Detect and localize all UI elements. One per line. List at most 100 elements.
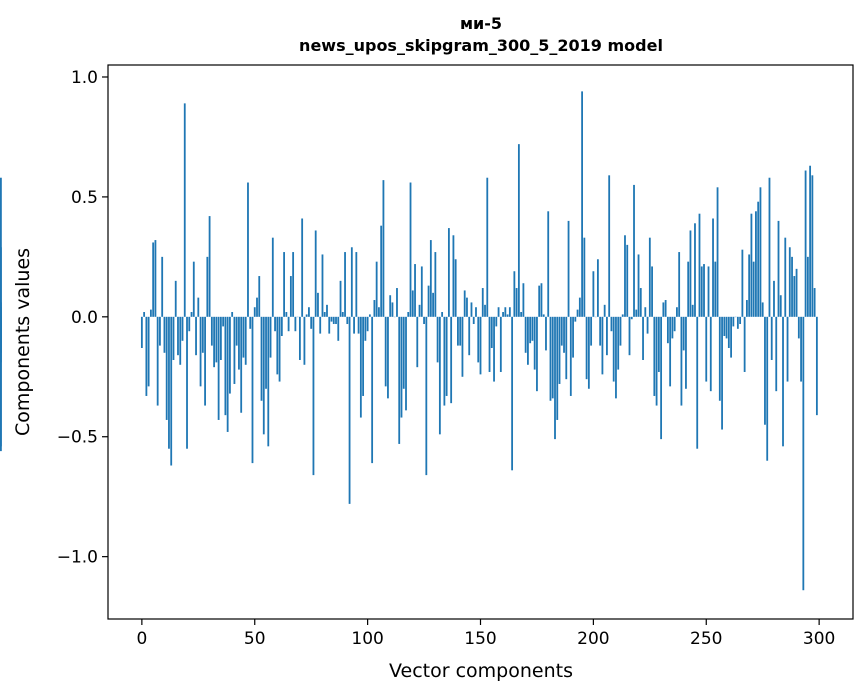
bar-200 bbox=[592, 271, 595, 317]
bar-162 bbox=[506, 314, 509, 317]
bar-272 bbox=[755, 211, 757, 317]
bar-294 bbox=[804, 170, 807, 317]
bar-106 bbox=[380, 225, 383, 317]
bar-271 bbox=[752, 261, 755, 317]
bar-251 bbox=[707, 266, 710, 317]
bar-191 bbox=[572, 316, 574, 358]
bar-88 bbox=[339, 280, 342, 317]
bar-132 bbox=[438, 316, 441, 435]
bar-283 bbox=[779, 295, 782, 317]
bar-278 bbox=[768, 177, 771, 317]
bar-269 bbox=[748, 254, 751, 317]
bar-262 bbox=[732, 316, 735, 327]
bar-241 bbox=[685, 316, 687, 389]
bar-279 bbox=[770, 316, 773, 360]
bar-144 bbox=[466, 297, 468, 317]
chart-title-line-2: news_upos_skipgram_300_5_2019 model bbox=[299, 36, 663, 55]
bar-76 bbox=[312, 316, 315, 476]
bar-196 bbox=[583, 237, 586, 317]
bar-68 bbox=[294, 316, 297, 332]
bar-34 bbox=[217, 316, 220, 420]
bar-74 bbox=[308, 307, 310, 317]
bar-10 bbox=[163, 316, 166, 353]
bar-99 bbox=[364, 316, 367, 341]
bar-243 bbox=[689, 230, 692, 317]
bar-51 bbox=[256, 297, 258, 317]
bar-177 bbox=[540, 283, 543, 317]
x-tick-label: 0 bbox=[136, 629, 147, 649]
bar-284 bbox=[782, 316, 784, 447]
bar-291 bbox=[797, 316, 800, 339]
bar-40 bbox=[231, 312, 234, 317]
bar-261 bbox=[730, 316, 732, 358]
bar-266 bbox=[741, 249, 744, 317]
bar-145 bbox=[468, 316, 471, 356]
bar-223 bbox=[644, 307, 647, 317]
bar-186 bbox=[560, 316, 563, 346]
bar-153 bbox=[486, 177, 489, 317]
bar-171 bbox=[527, 316, 529, 365]
bar-75 bbox=[310, 316, 313, 329]
bar-289 bbox=[793, 276, 796, 317]
bar-209 bbox=[612, 316, 615, 382]
bar-24 bbox=[195, 316, 197, 356]
bar-195 bbox=[581, 91, 583, 317]
bar-86 bbox=[335, 316, 337, 325]
bar-276 bbox=[764, 316, 766, 425]
bar-187 bbox=[563, 316, 565, 353]
bar-48 bbox=[249, 316, 252, 329]
bar-16 bbox=[177, 316, 179, 356]
bar-214 bbox=[624, 235, 626, 317]
bar-172 bbox=[529, 316, 532, 344]
bar-158 bbox=[497, 307, 500, 317]
bar-61 bbox=[278, 316, 281, 382]
bar-50 bbox=[253, 307, 256, 317]
bar-31 bbox=[210, 316, 213, 346]
bar-79 bbox=[319, 316, 322, 334]
bar-21 bbox=[188, 316, 191, 332]
bar-95 bbox=[355, 252, 358, 317]
bar-78 bbox=[317, 292, 319, 317]
bar-166 bbox=[515, 288, 518, 317]
bar-66 bbox=[289, 276, 292, 317]
bar-133 bbox=[441, 312, 444, 317]
bar-67 bbox=[292, 252, 295, 317]
bar-231 bbox=[662, 302, 665, 317]
bar-244 bbox=[691, 304, 694, 317]
bar-100 bbox=[366, 316, 369, 332]
bar-116 bbox=[402, 316, 405, 389]
bar-118 bbox=[407, 312, 410, 317]
bar-96 bbox=[357, 316, 360, 334]
bar-37 bbox=[224, 316, 227, 416]
bar-224 bbox=[646, 316, 649, 334]
bar-103 bbox=[373, 300, 376, 317]
bar-275 bbox=[761, 302, 764, 317]
bar-42 bbox=[235, 316, 238, 346]
bar-297 bbox=[811, 175, 814, 317]
bar-217 bbox=[630, 316, 633, 320]
bar-135 bbox=[445, 316, 448, 396]
bar-117 bbox=[405, 316, 407, 411]
bar-205 bbox=[603, 304, 606, 317]
bar-56 bbox=[267, 316, 270, 447]
bar-undefined bbox=[0, 307, 2, 317]
bar-114 bbox=[398, 316, 401, 444]
bar-259 bbox=[725, 316, 728, 339]
x-tick-label: 200 bbox=[577, 629, 609, 649]
bar-163 bbox=[508, 307, 511, 317]
bar-38 bbox=[226, 316, 229, 432]
bar-120 bbox=[411, 290, 414, 317]
bar-211 bbox=[617, 316, 620, 370]
bar-13 bbox=[170, 316, 173, 466]
bar-230 bbox=[660, 316, 663, 440]
bar-45 bbox=[242, 316, 245, 358]
bar-293 bbox=[802, 316, 805, 591]
bar-30 bbox=[208, 216, 211, 317]
bar-124 bbox=[420, 266, 423, 317]
bar-19 bbox=[183, 103, 186, 317]
bar-129 bbox=[432, 292, 434, 317]
bar-70 bbox=[298, 316, 301, 360]
bar-175 bbox=[536, 316, 538, 392]
bar-111 bbox=[391, 302, 394, 317]
